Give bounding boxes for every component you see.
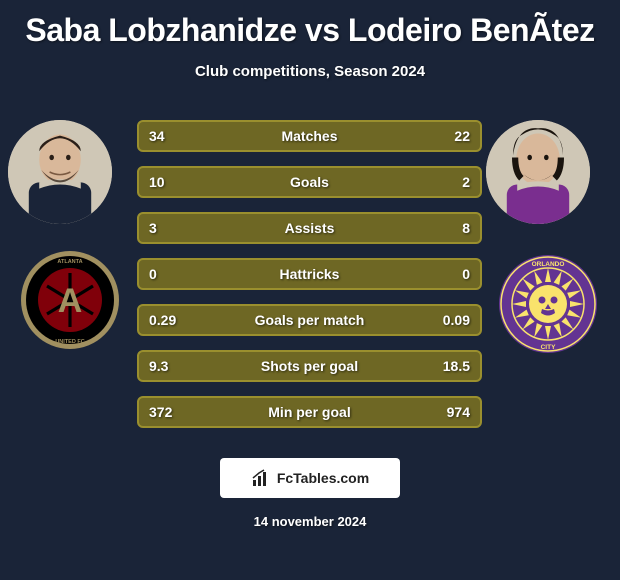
svg-text:UNITED FC: UNITED FC bbox=[55, 339, 84, 345]
stat-label: Shots per goal bbox=[189, 358, 430, 374]
subtitle: Club competitions, Season 2024 bbox=[0, 63, 620, 80]
comparison-content: A ATLANTA UNITED FC bbox=[0, 110, 620, 440]
stat-label: Hattricks bbox=[189, 266, 430, 282]
stat-label: Matches bbox=[189, 128, 430, 144]
stat-row: 9.3Shots per goal18.5 bbox=[137, 350, 482, 382]
svg-text:CITY: CITY bbox=[541, 344, 556, 351]
svg-text:ATLANTA: ATLANTA bbox=[57, 259, 82, 265]
footer-brand: FcTables.com bbox=[220, 458, 400, 498]
chart-icon bbox=[251, 468, 271, 488]
svg-text:A: A bbox=[58, 282, 83, 320]
stat-right-value: 2 bbox=[430, 174, 470, 190]
stat-left-value: 0.29 bbox=[149, 312, 189, 328]
stat-left-value: 0 bbox=[149, 266, 189, 282]
stat-label: Assists bbox=[189, 220, 430, 236]
stats-container: 34Matches2210Goals23Assists80Hattricks00… bbox=[137, 120, 482, 442]
stat-left-value: 34 bbox=[149, 128, 189, 144]
stat-label: Min per goal bbox=[189, 404, 430, 420]
stat-right-value: 18.5 bbox=[430, 358, 470, 374]
stat-left-value: 372 bbox=[149, 404, 189, 420]
player-left-photo bbox=[8, 120, 112, 224]
stat-right-value: 8 bbox=[430, 220, 470, 236]
player-right-photo bbox=[486, 120, 590, 224]
date-text: 14 november 2024 bbox=[0, 514, 620, 529]
stat-row: 0.29Goals per match0.09 bbox=[137, 304, 482, 336]
page-title: Saba Lobzhanidze vs Lodeiro BenÃ­tez bbox=[0, 0, 620, 49]
stat-row: 10Goals2 bbox=[137, 166, 482, 198]
stat-row: 34Matches22 bbox=[137, 120, 482, 152]
svg-text:ORLANDO: ORLANDO bbox=[532, 261, 565, 268]
stat-label: Goals per match bbox=[189, 312, 430, 328]
stat-right-value: 0 bbox=[430, 266, 470, 282]
stat-left-value: 3 bbox=[149, 220, 189, 236]
stat-right-value: 0.09 bbox=[430, 312, 470, 328]
stat-row: 0Hattricks0 bbox=[137, 258, 482, 290]
club-right-badge: ORLANDO CITY bbox=[498, 254, 598, 354]
stat-row: 3Assists8 bbox=[137, 212, 482, 244]
stat-right-value: 974 bbox=[430, 404, 470, 420]
club-left-badge: A ATLANTA UNITED FC bbox=[20, 250, 120, 350]
footer-brand-text: FcTables.com bbox=[277, 470, 369, 486]
stat-left-value: 10 bbox=[149, 174, 189, 190]
stat-row: 372Min per goal974 bbox=[137, 396, 482, 428]
stat-label: Goals bbox=[189, 174, 430, 190]
stat-right-value: 22 bbox=[430, 128, 470, 144]
stat-left-value: 9.3 bbox=[149, 358, 189, 374]
